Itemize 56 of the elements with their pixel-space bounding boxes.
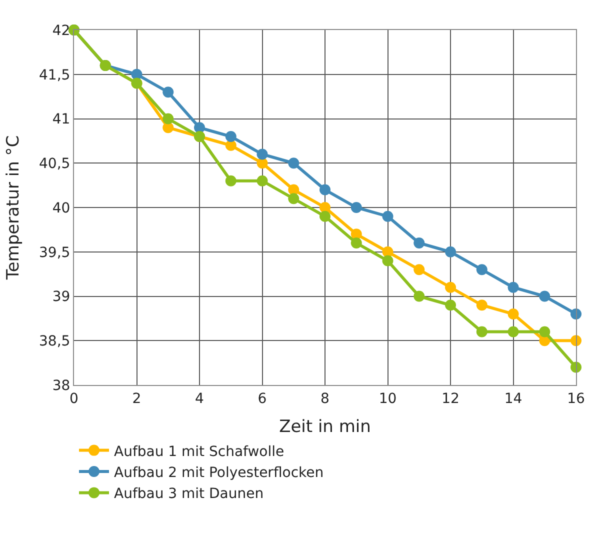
point: [476, 300, 488, 311]
point: [445, 300, 456, 311]
y-tick-label: 40: [52, 200, 70, 216]
point: [288, 158, 300, 169]
point: [225, 140, 236, 151]
x-tick-label: 2: [132, 390, 142, 407]
x-tick-label: 0: [70, 390, 78, 407]
point: [508, 308, 519, 320]
x-tick-label: 14: [504, 390, 522, 407]
point: [225, 131, 236, 142]
point: [288, 193, 300, 204]
point: [476, 264, 488, 276]
point: [162, 113, 174, 124]
point: [539, 326, 550, 338]
x-axis-title: Zeit in min: [279, 417, 371, 438]
point: [162, 86, 174, 98]
point: [320, 202, 330, 213]
point: [508, 282, 519, 293]
point: [476, 326, 488, 338]
point: [382, 210, 394, 222]
x-tick-label: 10: [378, 390, 397, 407]
point: [288, 184, 300, 196]
point: [508, 326, 519, 338]
y-tick-label: 40,5: [39, 156, 70, 172]
y-axis-title: Temperatur in °C: [4, 135, 24, 281]
x-tick-label: 6: [258, 390, 267, 407]
point: [539, 290, 550, 302]
point: [256, 148, 268, 160]
y-tick-label: 38: [52, 378, 70, 394]
x-tick-label: 16: [567, 390, 585, 407]
legend-label: Aufbau 1 mit Schafwolle: [114, 444, 284, 460]
point: [256, 175, 268, 186]
point: [414, 264, 425, 276]
point: [445, 246, 456, 258]
point: [382, 255, 394, 266]
point: [350, 228, 362, 240]
point: [320, 210, 330, 222]
point: [414, 238, 425, 248]
point: [350, 238, 362, 248]
x-tick-label: 8: [320, 390, 330, 407]
point: [445, 282, 456, 293]
y-tick-label: 41,5: [39, 67, 70, 84]
point: [194, 122, 205, 134]
y-tick-label: 41: [52, 112, 70, 128]
legend-label: Aufbau 3 mit Daunen: [114, 486, 264, 502]
y-tick-label: 42: [52, 22, 70, 39]
legend-label: Aufbau 2 mit Polyesterflocken: [114, 464, 324, 481]
point: [350, 202, 362, 213]
x-tick-label: 4: [195, 390, 204, 407]
y-tick-label: 38,5: [39, 334, 70, 350]
point: [225, 175, 236, 186]
y-tick-label: 39,5: [39, 244, 70, 261]
point: [414, 290, 425, 302]
y-tick-label: 39: [52, 289, 70, 306]
point: [320, 184, 330, 196]
x-tick-label: 12: [442, 390, 460, 407]
